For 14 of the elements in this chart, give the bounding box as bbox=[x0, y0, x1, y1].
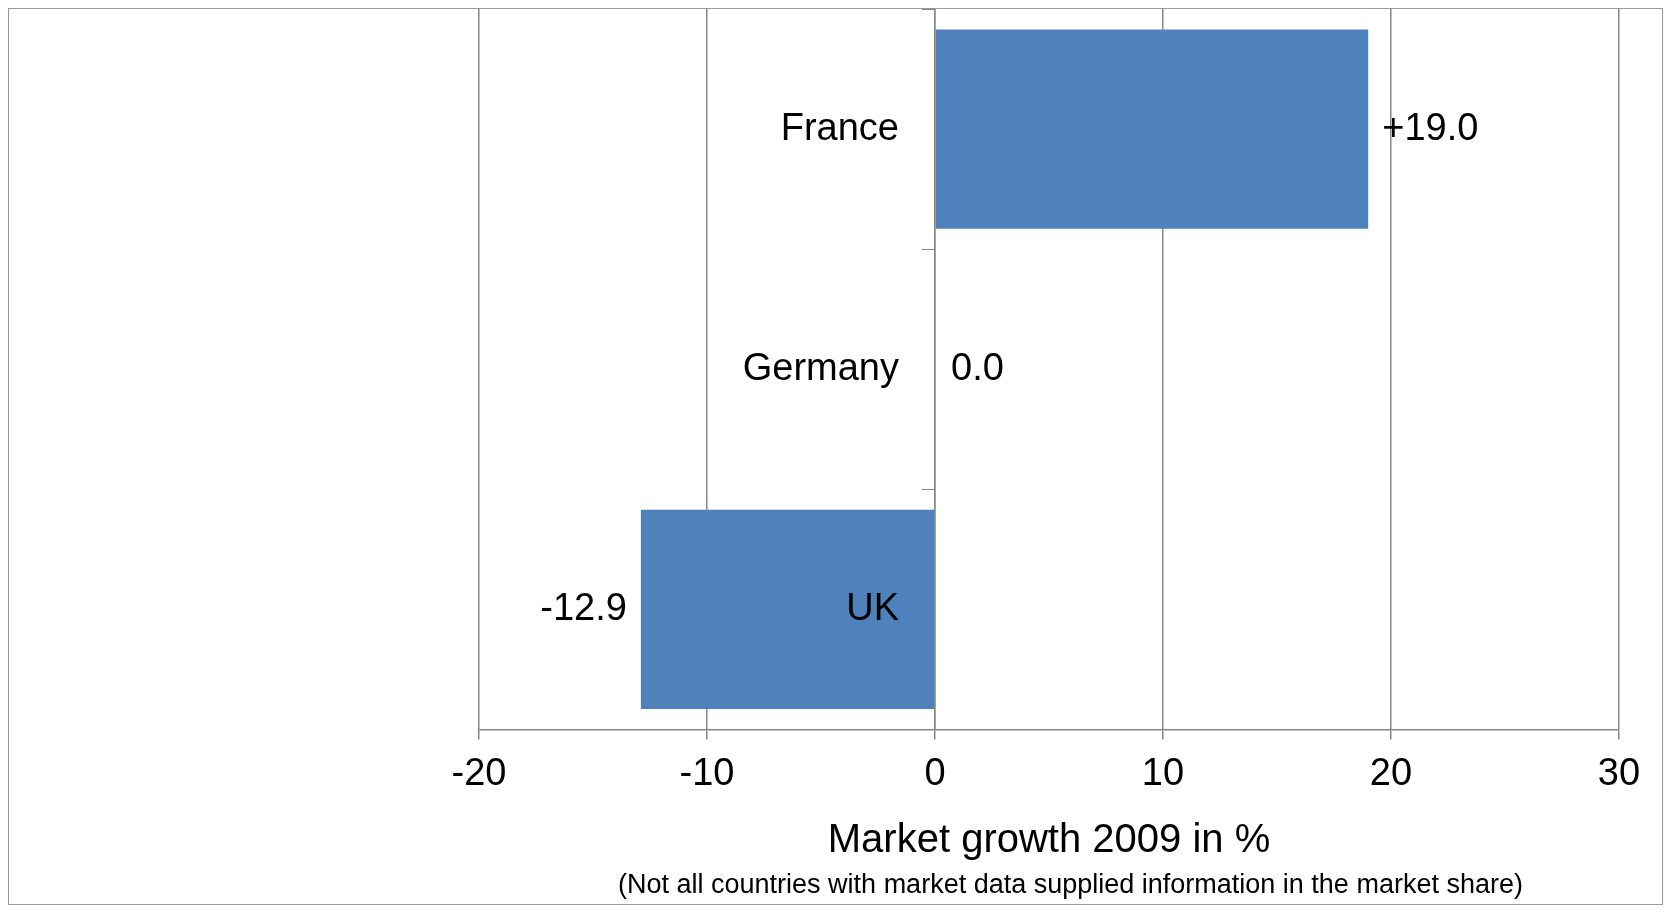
x-tick-label: -20 bbox=[451, 750, 507, 793]
y-tick-label: France bbox=[780, 105, 899, 148]
data-label: -12.9 bbox=[540, 585, 627, 628]
x-axis-title: Market growth 2009 in % bbox=[827, 816, 1271, 861]
data-label: 0.0 bbox=[951, 345, 1004, 388]
x-tick-label: 0 bbox=[924, 750, 946, 793]
y-tick-label: UK bbox=[846, 585, 899, 628]
x-tick-label: -10 bbox=[679, 750, 735, 793]
x-tick-label: 30 bbox=[1597, 750, 1641, 793]
data-label: +19.0 bbox=[1382, 105, 1479, 148]
x-tick-label: 10 bbox=[1141, 750, 1185, 793]
y-tick-label: Germany bbox=[742, 345, 899, 388]
text: (Not all countries with market data supplied information in the market share) bbox=[617, 869, 1524, 899]
x-tick-label: 20 bbox=[1369, 750, 1413, 793]
